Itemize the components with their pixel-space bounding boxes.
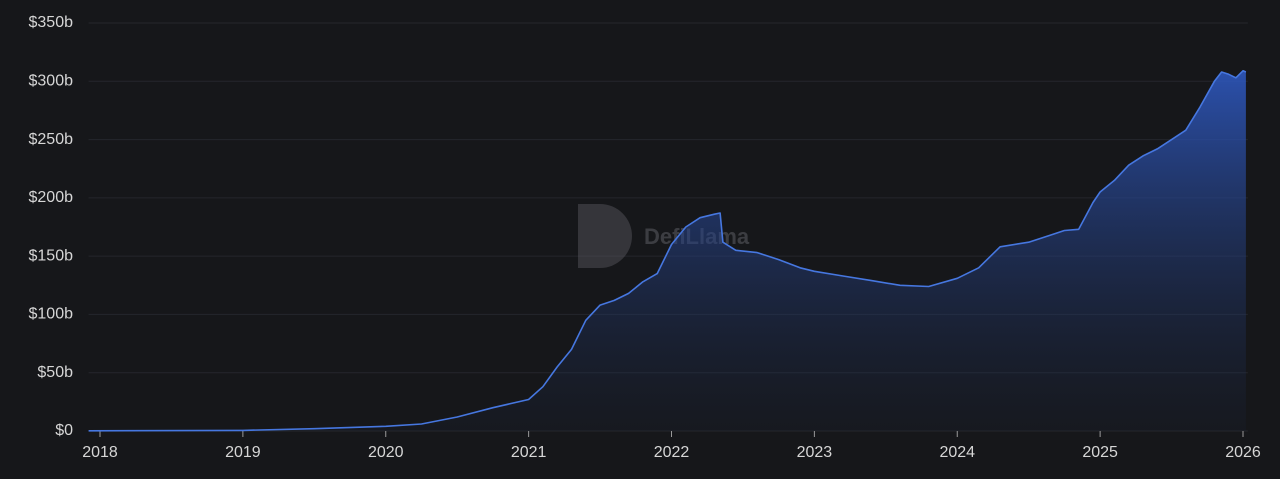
y-tick-label: $0 [55,422,73,439]
x-tick-label: 2020 [368,444,404,461]
x-tick-label: 2019 [225,444,261,461]
y-tick-label: $100b [29,306,74,323]
x-tick-label: 2021 [511,444,547,461]
y-tick-label: $350b [29,14,74,31]
x-tick-label: 2025 [1082,444,1118,461]
x-tick-label: 2024 [939,444,975,461]
watermark-logo [578,204,632,268]
y-tick-label: $50b [37,364,73,381]
area-line [88,70,1247,432]
y-tick-label: $150b [29,247,74,264]
area-fill [88,70,1246,432]
y-tick-label: $200b [29,189,74,206]
x-tick-label: 2022 [654,444,690,461]
x-tick-label: 2023 [797,444,833,461]
x-tick-label: 2018 [82,444,118,461]
y-tick-label: $300b [29,73,74,90]
x-tick-label: 2026 [1225,444,1261,461]
y-tick-label: $250b [29,131,74,148]
